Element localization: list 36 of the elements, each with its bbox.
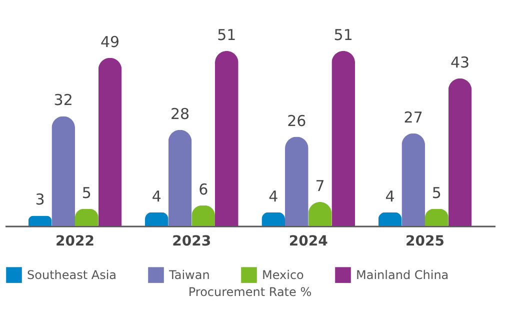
bar bbox=[145, 212, 168, 226]
bar bbox=[332, 51, 355, 226]
data-label: 4 bbox=[152, 187, 162, 206]
bar bbox=[168, 130, 192, 226]
data-label: 5 bbox=[82, 184, 92, 202]
legend-label: Mainland China bbox=[356, 268, 449, 282]
bar bbox=[448, 78, 472, 226]
bar bbox=[52, 116, 75, 226]
data-label: 6 bbox=[198, 180, 208, 198]
data-label: 5 bbox=[432, 184, 442, 202]
bar bbox=[28, 216, 52, 226]
legend-label: Taiwan bbox=[168, 268, 210, 282]
x-tick-label: 2023 bbox=[172, 234, 212, 250]
data-label: 7 bbox=[315, 176, 325, 195]
data-label: 4 bbox=[268, 187, 278, 206]
data-label: 26 bbox=[287, 112, 306, 130]
data-label: 28 bbox=[170, 104, 190, 123]
data-label: 3 bbox=[35, 190, 45, 209]
bar bbox=[98, 58, 122, 226]
data-label: 51 bbox=[217, 26, 236, 44]
bar bbox=[285, 136, 308, 226]
x-axis-title: Procurement Rate % bbox=[188, 285, 312, 299]
legend-label: Mexico bbox=[262, 268, 304, 282]
x-tick-label: 2025 bbox=[406, 234, 444, 250]
x-tick-label: 2022 bbox=[56, 234, 94, 250]
legend-label: Southeast Asia bbox=[27, 268, 117, 282]
data-label: 49 bbox=[100, 32, 120, 51]
data-label: 32 bbox=[54, 91, 73, 110]
x-tick-label: 2024 bbox=[288, 234, 328, 250]
bar bbox=[215, 51, 238, 226]
data-label: 51 bbox=[334, 26, 353, 44]
bar bbox=[378, 212, 402, 226]
data-label: 27 bbox=[404, 108, 423, 126]
bar bbox=[402, 133, 425, 226]
data-label: 43 bbox=[450, 53, 470, 72]
data-label: 4 bbox=[385, 187, 395, 206]
